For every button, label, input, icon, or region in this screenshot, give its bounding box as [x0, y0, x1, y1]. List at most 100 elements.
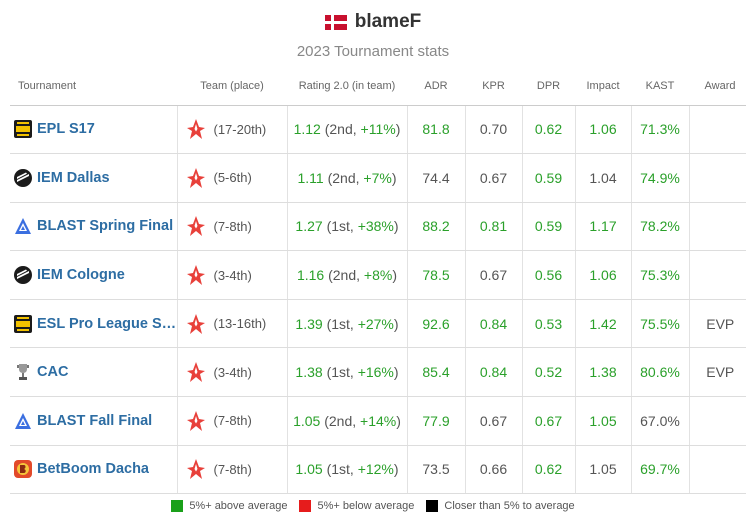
- cell-tournament[interactable]: IEM Dallas: [10, 153, 178, 203]
- legend-swatch: [171, 500, 184, 512]
- tournament-link[interactable]: BLAST Spring Final: [13, 216, 177, 236]
- blast-icon: [13, 411, 33, 431]
- cell-adr: 74.4: [407, 153, 466, 203]
- iem-icon: [13, 168, 33, 188]
- cell-impact: 1.05: [575, 396, 632, 446]
- tournament-name[interactable]: EPL S17: [37, 121, 95, 138]
- astralis-logo-icon[interactable]: [186, 216, 206, 237]
- astralis-logo-icon[interactable]: [186, 410, 206, 431]
- cell-adr: 73.5: [407, 445, 466, 495]
- cell-tournament[interactable]: CAC: [10, 347, 178, 398]
- rating-value: 1.11: [297, 169, 324, 186]
- astralis-logo-icon[interactable]: [186, 313, 206, 334]
- cell-tournament[interactable]: BLAST Spring Final: [10, 202, 178, 252]
- rating-team-rank: (1st, +27%): [326, 315, 399, 332]
- col-header-impact[interactable]: Impact: [575, 68, 631, 106]
- col-header-rating[interactable]: Rating 2.0 (in team): [287, 68, 407, 106]
- esl-pro-league-icon: [13, 314, 33, 334]
- rating-value: 1.05: [293, 412, 321, 429]
- table-row: BLAST Fall Final (7-8th) 1.05 (2nd, +14%) 7…: [10, 396, 746, 446]
- tournament-link[interactable]: ESL Pro League S…: [13, 314, 177, 334]
- col-header-team[interactable]: Team (place): [177, 68, 287, 106]
- rating-team-rank: (1st, +16%): [326, 364, 399, 381]
- cell-rating: 1.16 (2nd, +8%): [287, 250, 408, 300]
- cell-dpr: 0.52: [522, 347, 576, 398]
- cell-kpr: 0.67: [465, 250, 523, 300]
- astralis-logo-icon[interactable]: [186, 167, 206, 188]
- tournament-link[interactable]: BetBoom Dacha: [13, 459, 177, 479]
- trophy-icon: [13, 362, 33, 382]
- cell-kast: 75.5%: [631, 299, 690, 349]
- cell-tournament[interactable]: EPL S17: [10, 105, 178, 155]
- rating-diff: +12%: [357, 461, 394, 478]
- tournament-name[interactable]: BLAST Fall Final: [37, 412, 153, 429]
- tournament-name[interactable]: BLAST Spring Final: [37, 218, 174, 235]
- rating-diff: +14%: [360, 412, 397, 429]
- cell-dpr: 0.53: [522, 299, 576, 349]
- cell-dpr: 0.62: [522, 105, 576, 155]
- astralis-logo-icon[interactable]: [186, 459, 206, 480]
- cell-dpr: 0.59: [522, 153, 576, 203]
- rating-diff: +8%: [363, 267, 393, 284]
- team-place: (17-20th): [213, 121, 267, 137]
- legend-item: Closer than 5% to average: [426, 500, 575, 512]
- cell-team: (7-8th): [177, 396, 288, 446]
- col-header-kpr[interactable]: KPR: [465, 68, 522, 106]
- tournament-link[interactable]: CAC: [13, 362, 177, 382]
- tournament-link[interactable]: EPL S17: [13, 119, 177, 139]
- tournament-name[interactable]: CAC: [37, 364, 69, 381]
- tournament-link[interactable]: IEM Dallas: [13, 168, 177, 188]
- col-header-kast[interactable]: KAST: [631, 68, 689, 106]
- col-header-dpr[interactable]: DPR: [522, 68, 575, 106]
- cell-adr: 88.2: [407, 202, 466, 252]
- cell-tournament[interactable]: BLAST Fall Final: [10, 396, 178, 446]
- col-header-adr[interactable]: ADR: [407, 68, 465, 106]
- col-header-award[interactable]: Award: [689, 68, 746, 106]
- cell-dpr: 0.59: [522, 202, 576, 252]
- tournament-name[interactable]: IEM Cologne: [37, 267, 125, 284]
- team-place: (5-6th): [213, 170, 252, 186]
- cell-kast: 75.3%: [631, 250, 690, 300]
- tournament-name[interactable]: IEM Dallas: [37, 169, 110, 186]
- cell-kast: 67.0%: [631, 396, 690, 446]
- tournament-stats-table: Tournament Team (place) Rating 2.0 (in t…: [10, 68, 746, 495]
- astralis-logo-icon[interactable]: [186, 265, 206, 286]
- table-row: BLAST Spring Final (7-8th) 1.27 (1st, +38%…: [10, 202, 746, 252]
- tournament-link[interactable]: IEM Cologne: [13, 265, 177, 285]
- cell-team: (3-4th): [177, 347, 288, 398]
- col-header-tournament[interactable]: Tournament: [10, 68, 177, 106]
- cell-team: (3-4th): [177, 250, 288, 300]
- tournament-name[interactable]: BetBoom Dacha: [37, 461, 149, 478]
- rating-value: 1.12: [293, 121, 321, 138]
- cell-adr: 92.6: [407, 299, 466, 349]
- cell-adr: 81.8: [407, 105, 466, 155]
- cell-rating: 1.12 (2nd, +11%): [287, 105, 408, 155]
- rating-value: 1.39: [295, 315, 323, 332]
- cell-tournament[interactable]: BetBoom Dacha: [10, 445, 178, 495]
- player-name: blameF: [354, 11, 422, 32]
- cell-award: [689, 153, 746, 203]
- cell-kast: 74.9%: [631, 153, 690, 203]
- cell-tournament[interactable]: IEM Cologne: [10, 250, 178, 300]
- cell-kpr: 0.66: [465, 445, 523, 495]
- tournament-name[interactable]: ESL Pro League S…: [37, 315, 177, 332]
- cell-tournament[interactable]: ESL Pro League S…: [10, 299, 178, 349]
- cell-kpr: 0.84: [465, 299, 523, 349]
- cell-rating: 1.05 (2nd, +14%): [287, 396, 408, 446]
- betboom-icon: [13, 459, 33, 479]
- rating-diff: +7%: [363, 169, 392, 186]
- cell-rating: 1.27 (1st, +38%): [287, 202, 408, 252]
- astralis-logo-icon[interactable]: [186, 119, 206, 140]
- rating-diff: +11%: [360, 121, 396, 138]
- legend-label: Closer than 5% to average: [444, 500, 575, 512]
- cell-kast: 80.6%: [631, 347, 690, 398]
- denmark-flag-icon: [324, 14, 347, 30]
- rating-team-rank: (2nd, +8%): [328, 267, 398, 284]
- tournament-link[interactable]: BLAST Fall Final: [13, 411, 177, 431]
- cell-rating: 1.38 (1st, +16%): [287, 347, 408, 398]
- cell-dpr: 0.62: [522, 445, 576, 495]
- cell-award: [689, 445, 746, 495]
- cell-award: [689, 396, 746, 446]
- cell-kast: 69.7%: [631, 445, 690, 495]
- astralis-logo-icon[interactable]: [186, 362, 206, 383]
